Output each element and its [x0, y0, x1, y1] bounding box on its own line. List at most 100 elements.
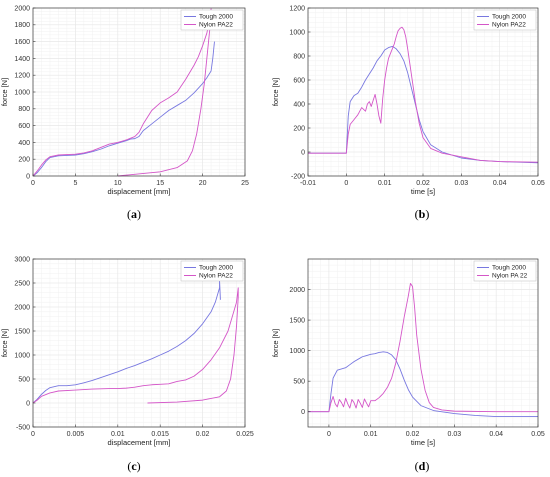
legend-box [180, 9, 244, 31]
x-tick-label: 0 [344, 180, 348, 187]
y-axis-label: force [N] [0, 78, 9, 106]
x-tick-label: 25 [241, 180, 249, 187]
x-tick-label: 0.02 [416, 180, 430, 187]
plot-frame [307, 258, 539, 428]
x-axis-label: time [s] [411, 438, 435, 447]
x-tick-label: -0.01 [300, 180, 316, 187]
legend-entry: Nylon PA 22 [492, 273, 528, 280]
y-tick-label: 200 [293, 125, 305, 132]
y-tick-label: 2000 [14, 5, 30, 12]
chart-3: 0 0.005 0.01 0.015 0.02 0.025-500050010001500… [0, 256, 254, 473]
y-tick-label: -500 [16, 424, 30, 431]
y-tick-label: 2500 [14, 280, 30, 287]
y-tick-label: 1600 [14, 39, 30, 46]
series-line-tough [308, 45, 539, 164]
subfigure-caption: (b) [415, 207, 430, 221]
x-tick-label: 15 [156, 180, 164, 187]
legend-entry: Nylon PA22 [199, 273, 233, 280]
y-tick-label: 0 [301, 149, 305, 156]
y-tick-label: 200 [18, 157, 30, 164]
y-axis-label: force [N] [271, 329, 280, 357]
legend-box [180, 260, 244, 282]
series-line-nylon [308, 282, 538, 413]
y-tick-label: 600 [18, 123, 30, 130]
series-line-tough [32, 41, 215, 177]
y-tick-label: 2000 [289, 287, 305, 294]
chart-4: 0 0.01 0.02 0.03 0.04 0.05 0 500 1000 1500 2000 tim… [271, 258, 545, 473]
y-axis-label: force [N] [271, 78, 280, 106]
legend-entry: Nylon PA22 [492, 22, 526, 29]
y-tick-label: 1000 [14, 89, 30, 96]
y-tick-label: -200 [291, 173, 305, 180]
series-line-nylon [308, 26, 539, 163]
legend-box [473, 260, 537, 282]
y-tick-label: 1000 [289, 29, 305, 36]
y-tick-label: 0 [301, 409, 305, 416]
y-tick-label: 400 [18, 140, 30, 147]
x-tick-label: 5 [73, 180, 77, 187]
y-tick-label: 1200 [14, 73, 30, 80]
x-axis-label: displacement [mm] [108, 187, 171, 196]
y-tick-label: 1500 [14, 328, 30, 335]
x-tick-label: 0.03 [448, 431, 462, 438]
series-line-nylon [32, 287, 239, 404]
plot-frame [32, 258, 246, 428]
x-axis-label: time [s] [411, 187, 435, 196]
y-tick-label: 1800 [14, 22, 30, 29]
x-tick-label: 0.02 [196, 431, 210, 438]
y-axis-label: force [N] [0, 329, 9, 357]
x-tick-label: 0.01 [378, 180, 392, 187]
y-tick-label: 2000 [14, 304, 30, 311]
y-tick-label: 800 [293, 53, 305, 60]
x-tick-label: 10 [114, 180, 122, 187]
legend-entry: Tough 2000 [492, 14, 526, 21]
series-line-tough [32, 280, 221, 404]
x-tick-label: 0.04 [493, 180, 507, 187]
y-tick-label: 1000 [14, 352, 30, 359]
series-line-nylon [32, 8, 212, 177]
y-tick-label: 1000 [289, 348, 305, 355]
y-tick-label: 1200 [289, 5, 305, 12]
y-tick-label: 1500 [289, 317, 305, 324]
legend-entry: Nylon PA22 [199, 22, 233, 29]
subfigure-caption: (a) [127, 207, 141, 221]
x-tick-label: 0.04 [489, 431, 503, 438]
legend-entry: Tough 2000 [199, 265, 233, 272]
y-tick-label: 3000 [14, 256, 30, 263]
x-tick-label: 0.015 [151, 431, 169, 438]
x-tick-label: 0.025 [236, 431, 254, 438]
y-tick-label: 500 [18, 376, 30, 383]
legend-entry: Tough 2000 [492, 265, 526, 272]
y-tick-label: 600 [293, 77, 305, 84]
subfigure-caption: (c) [127, 459, 140, 473]
legend-box [473, 9, 537, 31]
x-axis-label: displacement [mm] [108, 438, 171, 447]
y-tick-label: 400 [293, 101, 305, 108]
x-tick-label: 0.01 [364, 431, 378, 438]
chart-2: -0.01 0 0.01 0.02 0.03 0.04 0.05 -200 0 200 400 600… [271, 5, 545, 221]
x-tick-label: 0.05 [531, 180, 545, 187]
x-tick-label: 0.05 [531, 431, 545, 438]
subfigure-caption: (d) [415, 459, 430, 473]
x-tick-label: 0.03 [455, 180, 469, 187]
y-tick-label: 500 [293, 379, 305, 386]
y-tick-label: 1400 [14, 56, 30, 63]
legend-entry: Tough 2000 [199, 14, 233, 21]
x-tick-label: 0 [327, 431, 331, 438]
chart-1: 0 5 10 15 20 25 0 200 400 600 800 1000 1200 1400 1600 1… [0, 5, 249, 221]
x-tick-label: 0.01 [111, 431, 125, 438]
y-tick-label: 0 [26, 400, 30, 407]
series-line-tough [308, 351, 538, 418]
x-tick-label: 0.02 [406, 431, 420, 438]
x-tick-label: 0 [31, 431, 35, 438]
x-tick-label: 0 [31, 180, 35, 187]
x-tick-label: 0.005 [67, 431, 85, 438]
y-tick-label: 0 [26, 173, 30, 180]
y-tick-label: 800 [18, 106, 30, 113]
x-tick-label: 20 [199, 180, 207, 187]
